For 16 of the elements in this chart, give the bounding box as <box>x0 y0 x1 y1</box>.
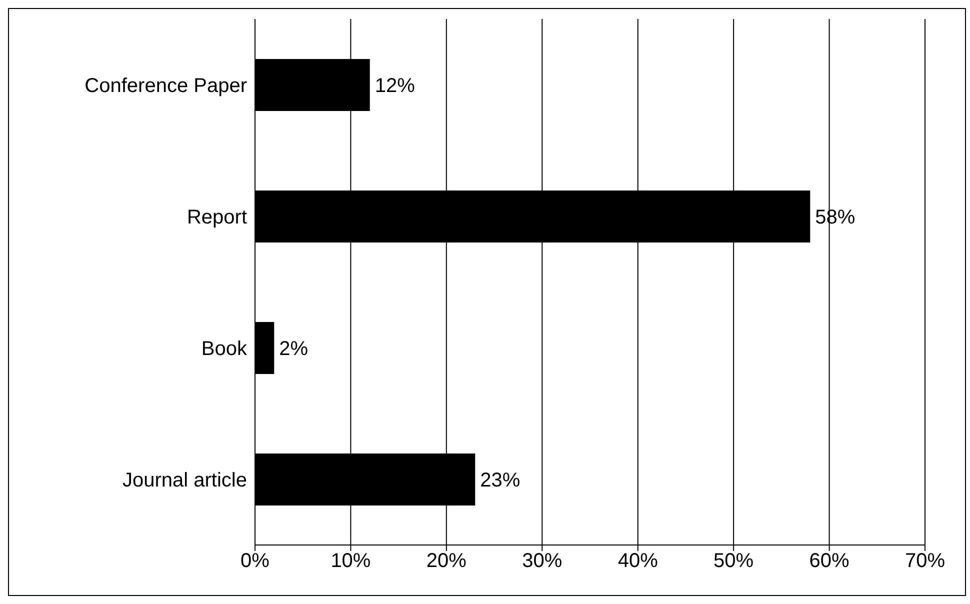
data-label: 23% <box>480 470 520 492</box>
y-tick-label: Journal article <box>122 469 247 492</box>
y-tick-label: Book <box>201 338 248 360</box>
x-tick-label: 70% <box>904 550 946 572</box>
x-tick-label: 20% <box>426 550 467 572</box>
x-tick-label: 60% <box>809 550 850 572</box>
x-tick-label: 50% <box>714 550 754 572</box>
x-tick-label: 30% <box>522 550 562 572</box>
data-label: 12% <box>374 75 416 98</box>
y-tick-label: Report <box>186 206 248 228</box>
data-label: 2% <box>279 338 308 360</box>
x-tick-label: 40% <box>618 550 658 572</box>
x-tick-label: 10% <box>330 550 371 572</box>
bar <box>255 322 274 374</box>
x-tick-label: 0% <box>240 550 270 572</box>
y-tick-label: Conference Paper <box>84 74 248 97</box>
